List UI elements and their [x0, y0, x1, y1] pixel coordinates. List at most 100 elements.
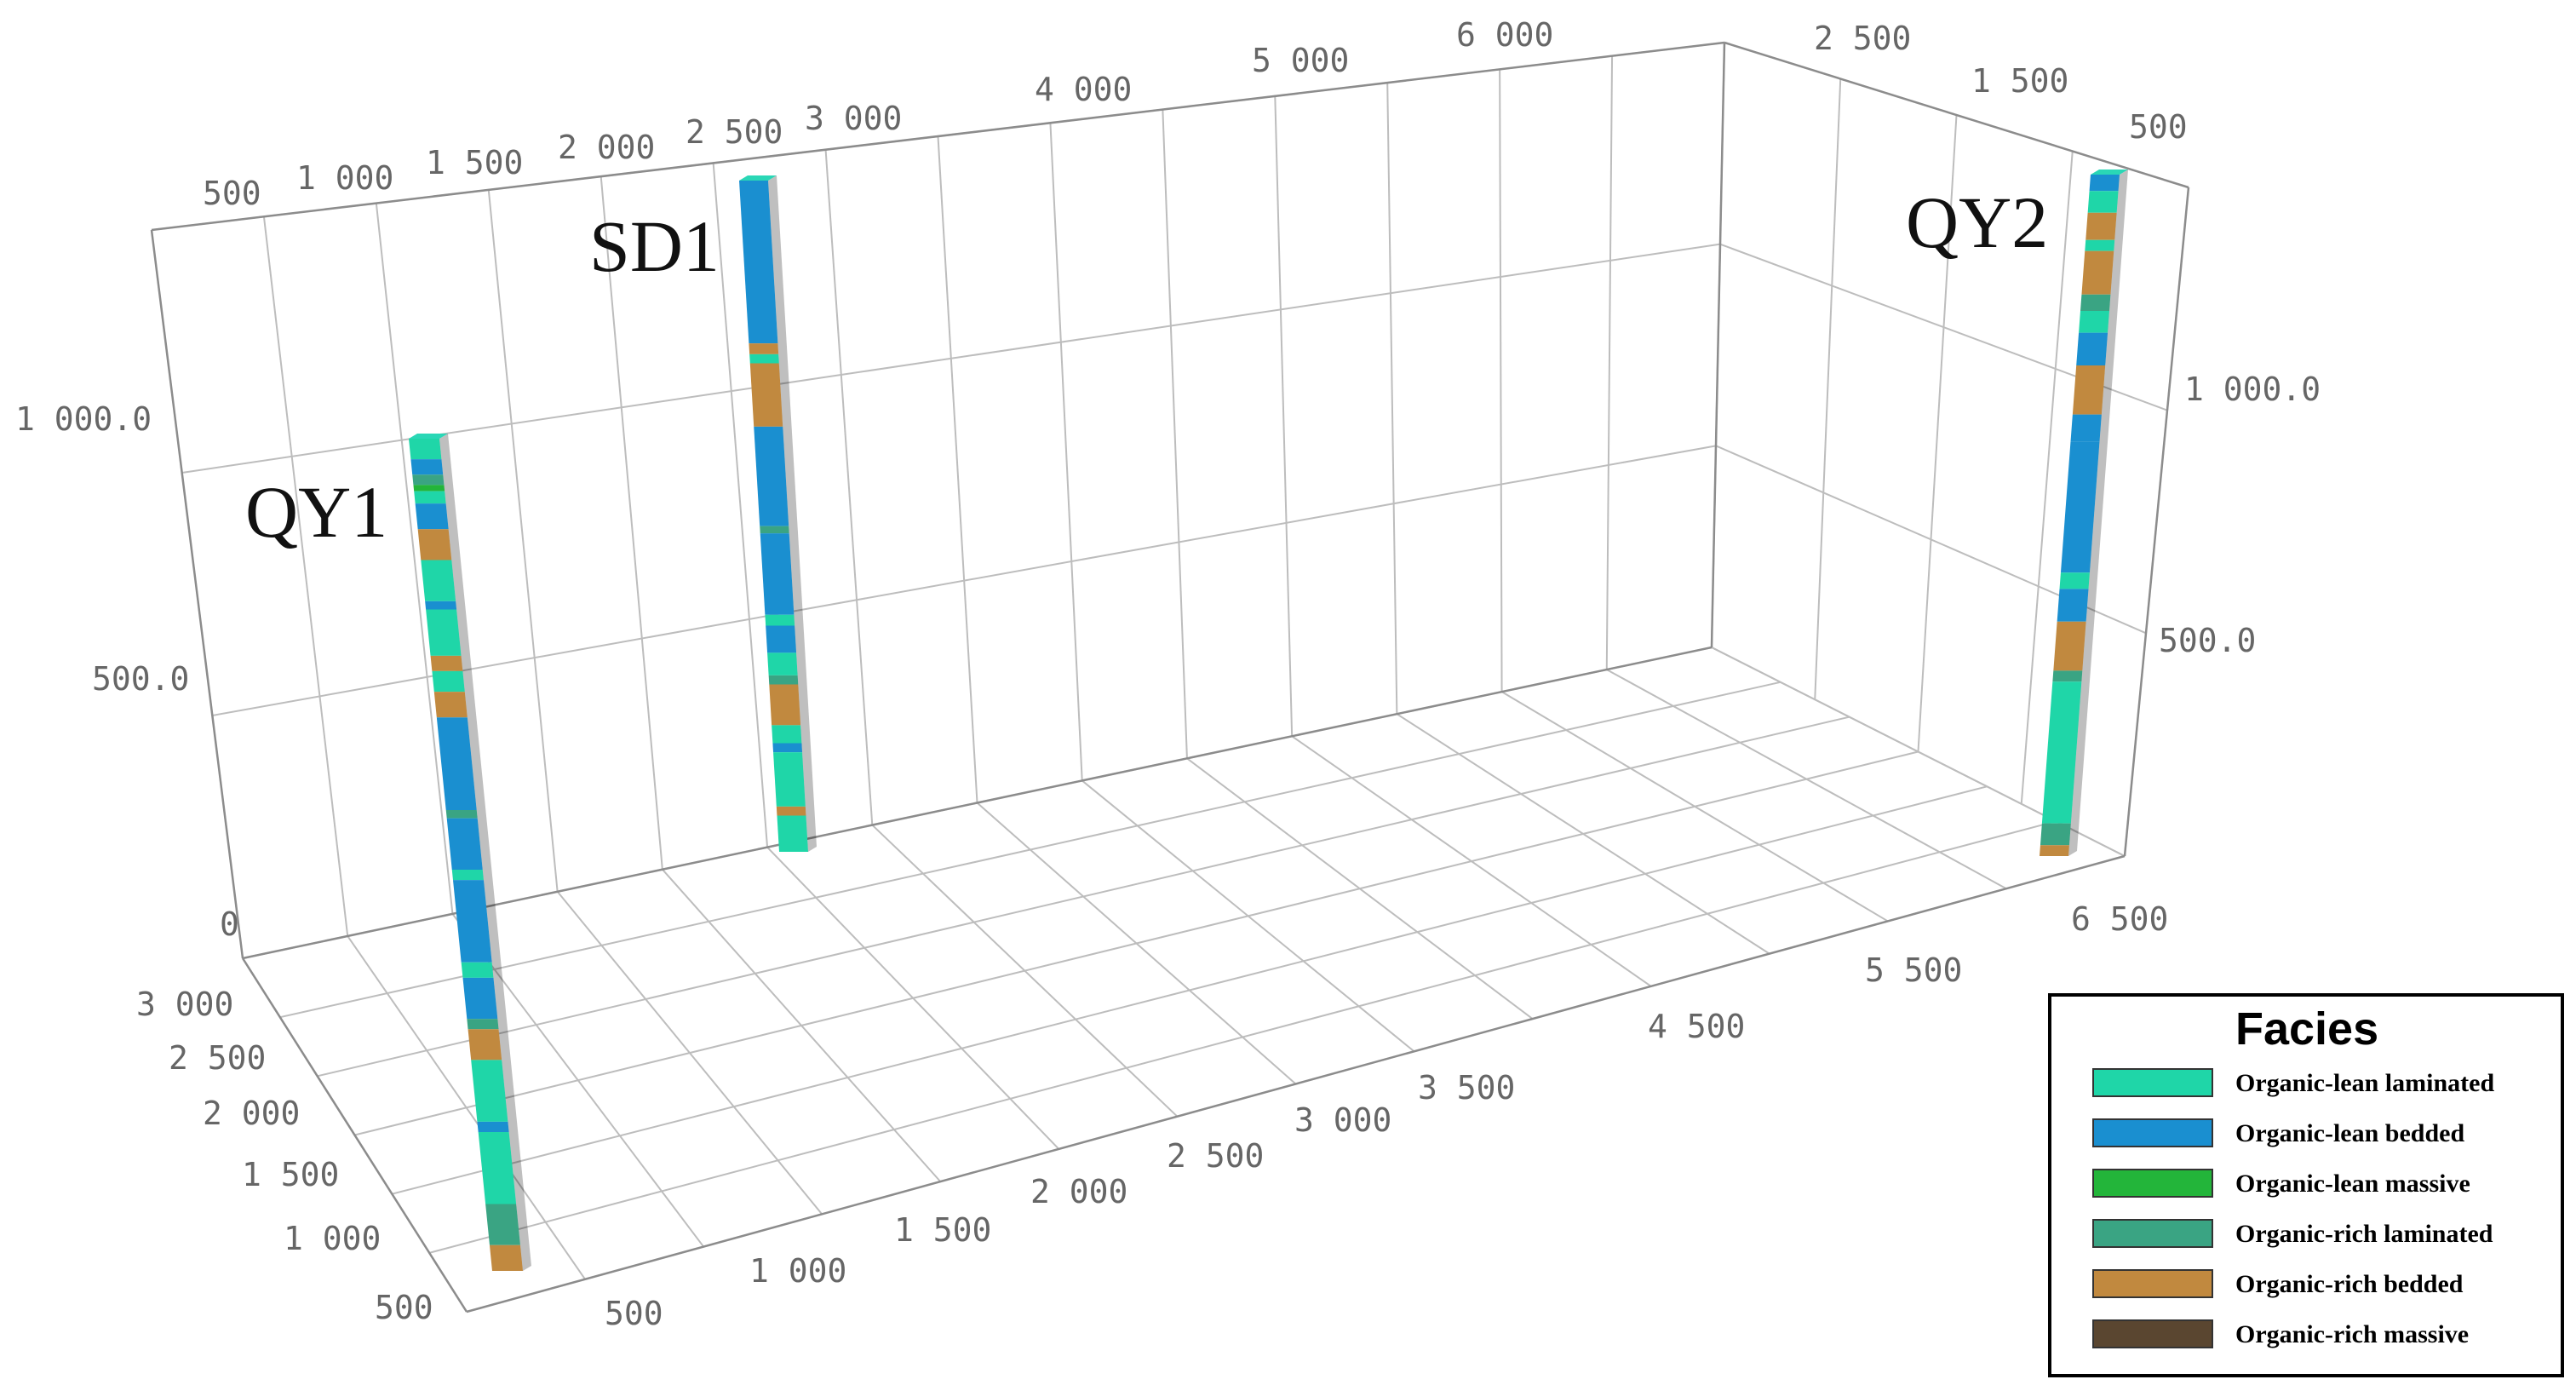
y-right-tick: 1 500 [1971, 62, 2068, 100]
legend-label: Organic-rich massive [2235, 1320, 2469, 1348]
facies-legend: Facies Organic-lean laminatedOrganic-lea… [2048, 993, 2564, 1377]
x-front-tick: 1 000 [749, 1252, 846, 1290]
facies-band [776, 806, 806, 816]
facies-band [739, 181, 778, 344]
legend-label: Organic-lean laminated [2235, 1069, 2494, 1097]
z-axis-left-ticks: 1 000.0 500.0 0 [15, 400, 239, 943]
x-back-tick: 5 000 [1252, 42, 1349, 79]
facies-band [462, 977, 498, 1020]
facies-band [2085, 212, 2117, 240]
x-front-tick: 6 500 [2071, 900, 2168, 938]
legend-swatch [2092, 1219, 2213, 1248]
x-front-tick: 3 500 [1418, 1069, 1515, 1106]
grid-line [600, 176, 663, 870]
facies-band [2081, 250, 2114, 295]
legend-title: Facies [2235, 1003, 2378, 1055]
facies-band [2072, 365, 2106, 415]
x-front-tick: 2 000 [1030, 1173, 1127, 1210]
grid-line [1386, 83, 1398, 715]
x-back-tick: 1 500 [426, 144, 523, 181]
well-side-shade [439, 434, 531, 1271]
y-left-tick: 3 000 [136, 986, 233, 1023]
grid-line [262, 216, 349, 937]
grid-line [1499, 69, 1503, 693]
facies-band [409, 439, 442, 460]
legend-items: Organic-lean laminated Organic-lean bedde… [2092, 1068, 2494, 1348]
well-label-sd1: SD1 [589, 205, 720, 287]
grid-line [1049, 123, 1083, 781]
y-axis-left-ticks: 3 000 2 500 2 000 1 500 1 000 500 [136, 986, 433, 1326]
grid-line [712, 163, 769, 848]
well-top-cap [409, 434, 448, 439]
grid-line [375, 203, 454, 914]
y-right-tick: 500 [2129, 108, 2188, 146]
facies-band [2057, 589, 2089, 622]
frame-line [241, 957, 468, 1313]
facies-band [410, 459, 444, 475]
x-back-tick: 2 000 [558, 129, 655, 166]
facies-band [769, 684, 801, 726]
facies-band [425, 601, 457, 610]
facies-band [760, 526, 789, 534]
facies-band [2079, 311, 2109, 333]
legend-label: Organic-rich bedded [2235, 1270, 2464, 1298]
x-front-tick: 3 000 [1294, 1101, 1391, 1139]
grid-line [1814, 78, 1842, 700]
facies-band [413, 485, 445, 491]
facies-band [2085, 239, 2115, 251]
grid-line [1605, 55, 1614, 670]
frame-line [151, 41, 1725, 232]
grid-line [937, 135, 978, 803]
y-left-tick: 2 000 [203, 1095, 300, 1132]
z-left-tick: 1 000.0 [15, 400, 152, 438]
facies-band [2041, 681, 2082, 824]
frame-line [150, 229, 244, 959]
x-axis-front-ticks: 500 1 000 1 500 2 000 2 500 3 000 3 500 … [605, 900, 2168, 1332]
facies-band [451, 870, 484, 881]
facies-band [2040, 845, 2069, 856]
facies-band [414, 491, 446, 504]
legend-swatch [2092, 1269, 2213, 1298]
facies-band [765, 614, 795, 626]
facies-band [485, 1204, 520, 1245]
frame-line [1724, 41, 2189, 189]
facies-band [2053, 621, 2086, 671]
well-label-qy1: QY1 [245, 471, 387, 553]
legend-swatch [2092, 1118, 2213, 1147]
facies-band [749, 363, 783, 427]
facies-band [412, 474, 445, 486]
y-right-tick: 2 500 [1814, 20, 1911, 57]
grid-line [1917, 114, 1958, 752]
y-left-tick: 500 [375, 1289, 433, 1326]
facies-band [417, 529, 452, 560]
frame-line [1710, 42, 1726, 648]
x-front-tick: 5 500 [1865, 951, 1962, 989]
facies-band [749, 353, 779, 364]
facies-band [2059, 572, 2090, 589]
facies-band [760, 533, 795, 615]
facies-band [467, 1019, 499, 1030]
facies-band [766, 625, 797, 653]
facies-band [468, 1029, 502, 1060]
frame-line [2123, 187, 2190, 857]
z-left-tick: 500.0 [92, 660, 189, 698]
legend-swatch [2092, 1169, 2213, 1198]
legend-label: Organic-lean bedded [2235, 1119, 2464, 1147]
x-front-tick: 4 500 [1648, 1008, 1745, 1045]
well-side-shade [768, 175, 817, 852]
facies-band [2089, 175, 2120, 192]
frame-line [242, 646, 1713, 960]
x-front-tick: 2 500 [1167, 1137, 1264, 1175]
grid-line [1274, 95, 1294, 737]
well-top-cap [2091, 170, 2128, 175]
x-back-tick: 500 [203, 175, 261, 212]
x-back-tick: 6 000 [1456, 16, 1553, 54]
facies-band [2080, 294, 2111, 311]
y-left-tick: 2 500 [169, 1039, 266, 1077]
facies-band [432, 670, 465, 693]
facies-band [426, 609, 462, 656]
grid-line [279, 681, 1781, 1019]
x-back-tick: 2 500 [686, 113, 783, 151]
facies-band [2060, 441, 2100, 573]
